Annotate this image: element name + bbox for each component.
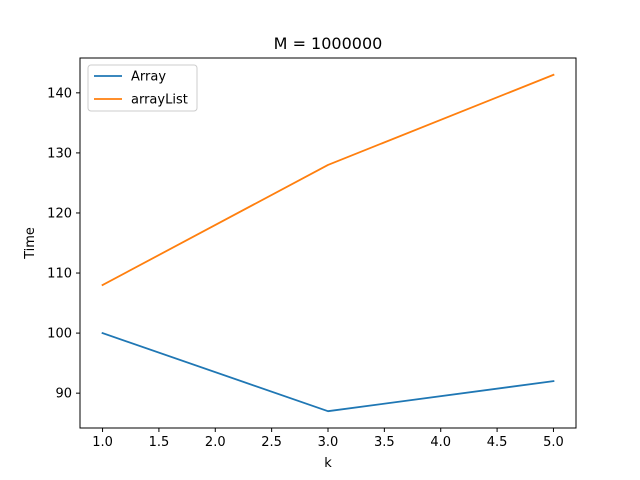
- legend-label-array: Array: [131, 70, 166, 85]
- x-tick-label: 5.0: [543, 435, 564, 450]
- y-tick-label: 110: [47, 267, 72, 282]
- series-layer: [101, 73, 555, 413]
- x-tick-label: 3.5: [374, 435, 395, 450]
- x-tick-label: 1.0: [92, 435, 113, 450]
- legend-label-arraylist: arrayList: [131, 93, 188, 108]
- y-axis-label: Time: [23, 227, 38, 260]
- x-tick-label: 2.5: [261, 435, 282, 450]
- x-tick-label: 4.5: [487, 435, 508, 450]
- y-tick-label: 120: [47, 206, 72, 221]
- x-tick-label: 4.0: [430, 435, 451, 450]
- legend: Array arrayList: [87, 64, 198, 112]
- y-tick-label: 140: [47, 86, 72, 101]
- series-line-arraylist: [101, 73, 555, 287]
- x-tick-label: 3.0: [318, 435, 339, 450]
- series-line-array: [101, 331, 555, 413]
- y-tick-label: 130: [47, 146, 72, 161]
- x-axis-label: k: [324, 456, 332, 471]
- x-tick-label: 2.0: [205, 435, 226, 450]
- x-axis-ticks: 1.0 1.5 2.0 2.5 3.0 3.5 4.0 4.5 5.0: [92, 428, 564, 450]
- x-tick-label: 1.5: [149, 435, 170, 450]
- y-axis-ticks: 90 100 110 120 130 140: [47, 86, 80, 402]
- y-tick-label: 90: [55, 387, 72, 402]
- chart-title: M = 1000000: [274, 34, 383, 53]
- y-tick-label: 100: [47, 327, 72, 342]
